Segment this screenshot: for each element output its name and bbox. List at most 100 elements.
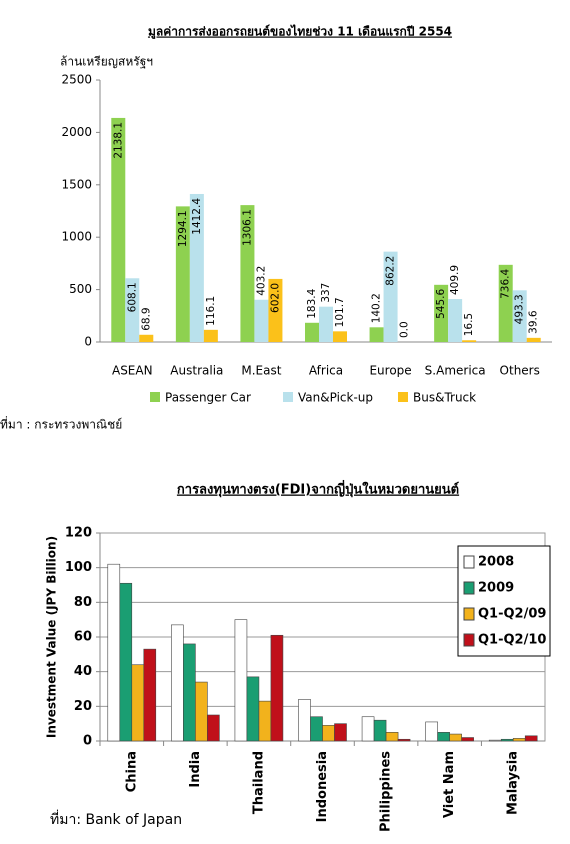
data-label: 1412.4 [191, 198, 203, 235]
data-label: 337 [320, 283, 332, 303]
x-tick-label: ASEAN [112, 364, 153, 378]
bar [449, 733, 462, 742]
x-tick-label: Europe [369, 364, 411, 378]
data-label: 493.3 [514, 294, 526, 324]
bar [195, 681, 208, 742]
bar [125, 278, 140, 342]
data-label: 0.0 [399, 321, 411, 338]
bar [437, 732, 450, 742]
bar [500, 738, 514, 742]
bar [334, 723, 347, 742]
source: ที่มา: Bank of Japan [50, 810, 182, 828]
data-label: 101.7 [334, 297, 346, 327]
bar [254, 299, 269, 342]
bar [361, 716, 375, 742]
bar [305, 322, 319, 342]
y-tick-label: 120 [65, 526, 92, 541]
legend-swatch [463, 607, 475, 621]
data-label: 403.2 [255, 266, 267, 296]
legend-label: Bus&Truck [413, 391, 476, 405]
chart-title: การลงทุนทางตรง(FDI)จากญี่ปุ่นในหมวดยานยน… [177, 480, 459, 498]
bar [434, 284, 449, 342]
bar [319, 306, 333, 342]
y-tick-label: 1500 [61, 177, 92, 191]
data-label: 1306.1 [241, 209, 253, 246]
y-tick-label: 2000 [61, 125, 92, 139]
legend-swatch [283, 392, 293, 402]
bar [207, 714, 220, 742]
bar [183, 643, 196, 742]
x-tick-label: India [188, 751, 203, 788]
legend-swatch [463, 633, 475, 647]
bar [107, 563, 121, 742]
data-label: 68.9 [140, 307, 152, 330]
data-label: 116.1 [205, 296, 217, 326]
bar [448, 299, 463, 342]
x-tick-label: China [124, 751, 139, 792]
bar [240, 205, 255, 342]
data-label: 16.5 [463, 313, 475, 336]
data-label: 608.1 [126, 282, 138, 312]
legend-label: 2009 [478, 581, 514, 596]
y-tick-label: 40 [74, 664, 92, 679]
y-tick-label: 80 [74, 595, 92, 610]
bar [512, 738, 526, 742]
bar [119, 582, 133, 742]
x-tick-label: Indonesia [315, 751, 330, 822]
bar [526, 337, 541, 342]
y-tick-label: 20 [74, 699, 92, 714]
bar [171, 624, 184, 742]
bar [498, 264, 513, 342]
x-tick-label: Australia [170, 364, 223, 378]
x-tick-label: Africa [309, 364, 343, 378]
bar [488, 739, 502, 742]
x-tick-label: M.East [241, 364, 281, 378]
data-label: 862.2 [385, 256, 397, 286]
bar [189, 193, 204, 342]
data-label: 545.6 [435, 289, 447, 319]
bar [373, 719, 387, 742]
x-tick-label: Malaysia [506, 751, 521, 815]
y-tick-label: 1000 [61, 230, 92, 244]
bar [298, 699, 311, 742]
y-axis-label: ล้านเหรียญสหรัฐฯ [60, 55, 153, 69]
data-label: 409.9 [449, 265, 461, 295]
y-tick-label: 100 [65, 560, 92, 575]
y-tick-label: 60 [74, 630, 92, 645]
y-tick-label: 0 [84, 335, 92, 349]
bar [111, 117, 126, 342]
x-tick-label: Viet Nam [442, 751, 457, 818]
y-tick-label: 0 [83, 734, 92, 749]
x-tick-label: Thailand [251, 751, 266, 814]
bar [461, 737, 474, 742]
y-tick-label: 500 [69, 282, 92, 296]
data-label: 736.4 [500, 269, 512, 299]
data-label: 183.4 [306, 288, 318, 318]
legend-swatch [463, 555, 475, 569]
bar [462, 340, 477, 342]
legend-label: Q1-Q2/09 [478, 607, 546, 622]
bar [524, 735, 538, 742]
bar [322, 725, 335, 742]
bar [512, 290, 527, 342]
bar [425, 721, 438, 742]
x-tick-label: Philippines [379, 751, 394, 832]
bar [268, 278, 283, 342]
bar [131, 664, 145, 742]
y-axis-label: Investment Value (JPY Billion) [45, 536, 59, 738]
bar [397, 738, 411, 742]
bar [310, 716, 323, 742]
legend-label: Passenger Car [165, 391, 251, 405]
bar [234, 619, 248, 742]
legend-label: Q1-Q2/10 [478, 633, 546, 648]
chart-title: มูลค่าการส่งออกรถยนต์ของไทยช่วง 11 เดือน… [148, 24, 452, 40]
bar [203, 329, 218, 342]
bar [270, 634, 284, 742]
data-label: 2138.1 [112, 122, 124, 159]
legend-label: Van&Pick-up [298, 391, 373, 405]
bar [143, 648, 157, 742]
legend-swatch [150, 392, 160, 402]
bar [139, 334, 154, 342]
bar [385, 732, 399, 742]
